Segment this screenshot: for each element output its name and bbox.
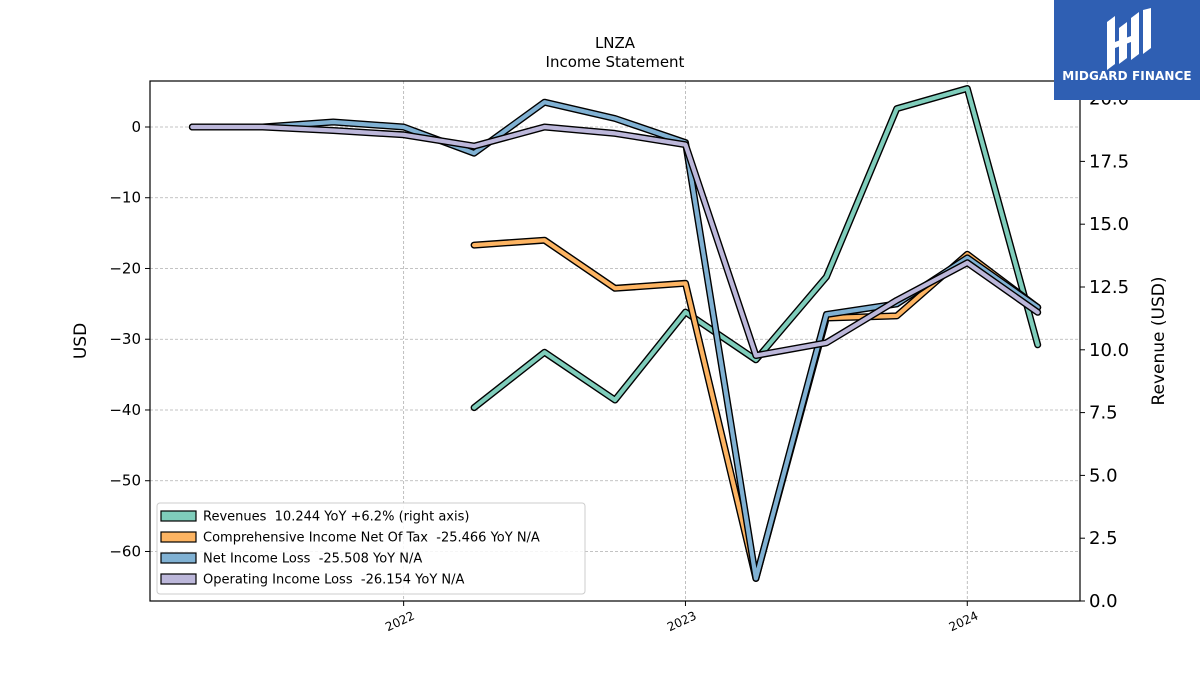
midgard-finance-logo: MIDGARD FINANCE (1054, 0, 1200, 100)
logo-mark-icon (1107, 8, 1151, 70)
legend-label-revenues: Revenues 10.244 YoY +6.2% (right axis) (203, 510, 469, 525)
right-tick-label: 17.5 (1089, 151, 1129, 172)
x-tick-label: 2024 (947, 609, 981, 635)
right-tick-label: 0.0 (1089, 591, 1118, 612)
left-tick-label: −30 (109, 330, 141, 348)
left-tick-label: −10 (109, 189, 141, 207)
left-tick-label: −50 (109, 472, 141, 490)
left-tick-label: −20 (109, 259, 141, 277)
legend-swatch-comprehensive-income-net-of-tax (160, 531, 197, 543)
x-axis: 2022 2023 2024 (383, 601, 980, 634)
series-line-revenues (472, 86, 1040, 410)
series-line-operating-income-loss (190, 124, 1040, 358)
x-tick-label: 2023 (665, 609, 699, 635)
series-lines (188, 85, 1042, 582)
left-tick-label: 0 (131, 118, 141, 136)
right-tick-label: 7.5 (1089, 403, 1118, 424)
right-tick-label: 15.0 (1089, 214, 1129, 235)
left-axis: 0 −10 −20 −30 −40 −50 −60 (109, 118, 150, 560)
right-axis-label: Revenue (USD) (1149, 276, 1169, 405)
left-tick-label: −60 (109, 542, 141, 560)
legend-swatch-revenues (160, 510, 197, 522)
logo-text: MIDGARD FINANCE (1062, 69, 1192, 83)
legend-swatch-operating-income-loss (160, 573, 197, 585)
legend: Revenues 10.244 YoY +6.2% (right axis) Co… (156, 502, 586, 595)
left-tick-label: −40 (109, 401, 141, 419)
legend-swatch-net-income-loss (160, 552, 197, 564)
legend-label-net-income-loss: Net Income Loss -25.508 YoY N/A (203, 552, 422, 567)
series-outline-operating-income-loss (188, 123, 1042, 359)
right-tick-label: 10.0 (1089, 340, 1129, 361)
left-axis-label: USD (71, 323, 91, 359)
legend-label-operating-income-loss: Operating Income Loss -26.154 YoY N/A (203, 573, 465, 588)
chart-subtitle: Income Statement (546, 53, 685, 71)
right-tick-label: 2.5 (1089, 528, 1118, 549)
legend-label-comprehensive-income-net-of-tax: Comprehensive Income Net Of Tax -25.466 … (203, 531, 540, 546)
right-axis: 0.02.55.07.510.012.515.017.520.0 (1080, 89, 1129, 612)
right-tick-label: 12.5 (1089, 277, 1129, 298)
right-tick-label: 5.0 (1089, 465, 1118, 486)
legend-box (156, 502, 586, 595)
plot-frame (149, 80, 1081, 602)
x-tick-label: 2022 (383, 609, 417, 635)
chart-title: LNZA (595, 34, 636, 52)
